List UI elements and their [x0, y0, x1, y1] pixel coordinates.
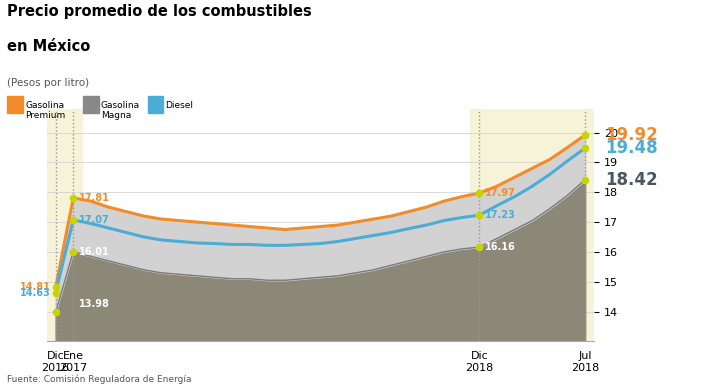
Text: Fuente: Comisión Reguladora de Energía: Fuente: Comisión Reguladora de Energía	[7, 375, 192, 384]
Text: 18.42: 18.42	[605, 171, 657, 189]
Text: 17.97: 17.97	[485, 188, 516, 198]
Text: 16.01: 16.01	[78, 247, 109, 256]
Bar	[470, 109, 594, 341]
Text: 14.81: 14.81	[19, 282, 50, 293]
Text: 13.98: 13.98	[78, 299, 109, 309]
Text: Diesel: Diesel	[166, 101, 194, 110]
Text: 14.63: 14.63	[19, 288, 50, 298]
Text: en México: en México	[7, 39, 91, 54]
Bar	[47, 109, 82, 341]
Text: 17.23: 17.23	[485, 210, 516, 220]
Text: 19.48: 19.48	[605, 139, 657, 157]
Text: Gasolina
Premium: Gasolina Premium	[25, 101, 66, 120]
Text: (Pesos por litro): (Pesos por litro)	[7, 78, 89, 88]
Text: Precio promedio de los combustibles: Precio promedio de los combustibles	[7, 4, 312, 19]
Text: 19.92: 19.92	[605, 126, 657, 144]
Text: 17.07: 17.07	[78, 215, 109, 225]
Text: 16.16: 16.16	[485, 242, 516, 252]
Text: Gasolina
Magna: Gasolina Magna	[101, 101, 140, 120]
Text: 17.81: 17.81	[78, 193, 109, 203]
